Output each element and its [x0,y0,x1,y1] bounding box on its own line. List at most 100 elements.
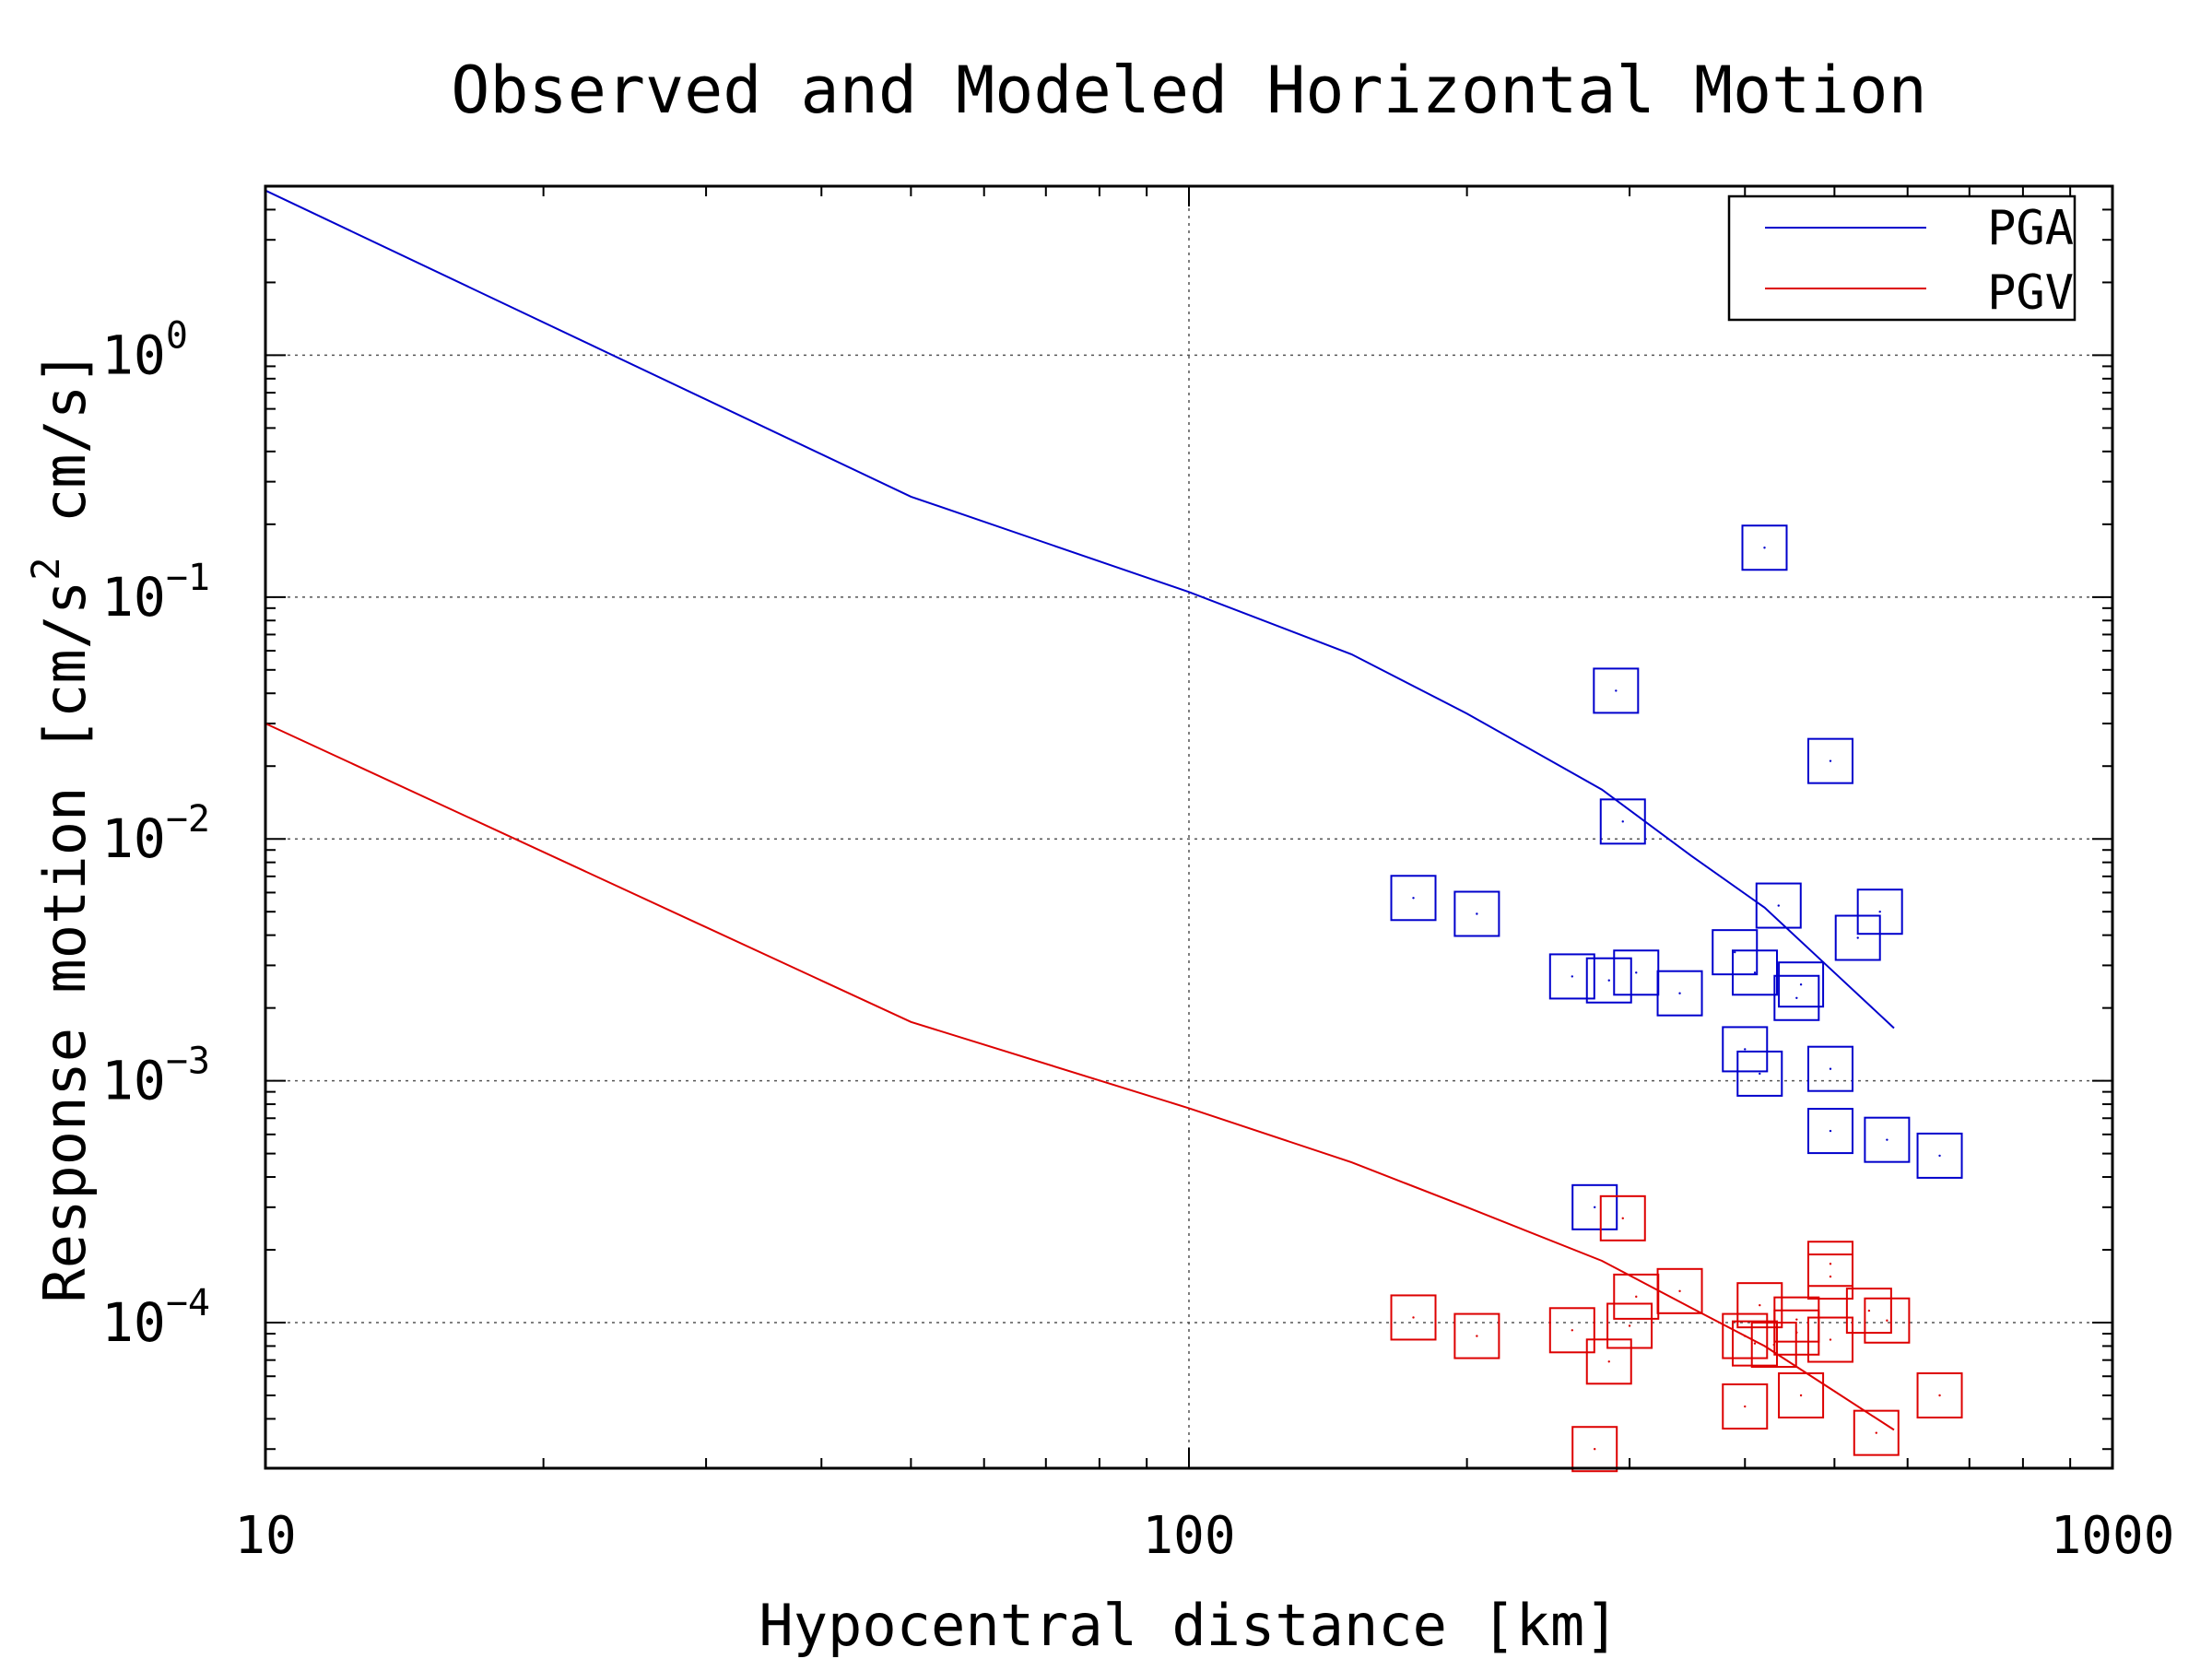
y-tick-label: 10−2 [101,798,210,870]
pgv-observation-marker [1732,1320,1779,1367]
pgv-observation-marker [1548,1307,1595,1354]
pgv-observation-dot [1795,1331,1798,1334]
pga-observation-marker [1736,1050,1783,1097]
pga-observation-dot [1938,1154,1941,1158]
pga-observation-marker [1806,737,1853,784]
pgv-observation-marker [1390,1294,1437,1341]
y-tick-label: 100 [101,314,188,386]
pgv-observation-dot [1476,1335,1478,1337]
y-tick-label: 10−4 [101,1282,210,1354]
x-tick-label: 1000 [2051,1506,2175,1566]
pgv-observation-marker [1736,1282,1783,1329]
pga-observation-marker [1453,890,1500,937]
pgv-observation-dot [1867,1309,1871,1312]
pga-observation-marker [1722,1026,1769,1073]
pgv-observation-marker [1864,1297,1911,1344]
pga-observation-dot [1799,982,1803,986]
pgv-observation-dot [1571,1329,1574,1332]
pga-observation-marker [1864,1116,1911,1163]
pgv-observation-dot [1594,1448,1596,1451]
pga-observation-dot [1734,950,1736,954]
pgv-observation-marker [1656,1267,1703,1314]
pgv-observation-dot [1744,1335,1747,1337]
pga-observation-marker [1548,953,1595,1000]
pga-observation-dot [1795,996,1798,999]
pga-observation-marker [1806,1045,1853,1092]
pga-observation-marker [1834,914,1881,961]
pga-observation-marker [1571,1183,1618,1230]
pga-observation-dot [1829,1129,1832,1133]
pga-observation-dot [1571,975,1574,978]
pgv-observation-dot [1621,1217,1624,1220]
pga-observation-dot [1886,1138,1888,1141]
x-tick-labels: 10 100 1000 [234,1506,2174,1566]
pgv-observation-marker [1722,1312,1769,1359]
pga-observation-dot [1829,759,1832,762]
pga-model-curve [265,189,1895,1030]
legend-pga-label: PGA [1987,201,2074,256]
pga-observation-dot [1678,992,1681,994]
pgv-observation-marker [1916,1372,1963,1419]
pgv-observation-marker [1853,1409,1900,1456]
pga-observation-marker [1773,974,1820,1021]
pgv-observation-marker [1773,1309,1820,1356]
pga-observation-marker [1755,882,1802,929]
pga-observation-dot [1856,936,1859,939]
y-tick-label: 10−3 [101,1041,210,1112]
pgv-observation-marker [1778,1372,1825,1419]
pga-observation-dot [1476,912,1478,915]
y-axis-label: Response motion [cm/s2 cm/s] [23,350,99,1302]
pgv-observation-dot [1829,1275,1832,1278]
pgv-observation-dot [1753,1342,1757,1345]
pga-series [265,189,1963,1230]
pga-observation-dot [1829,1067,1832,1070]
pgv-observation-dot [1412,1316,1415,1319]
pgv-observation-dot [1938,1394,1941,1397]
pga-observation-marker [1390,875,1437,922]
pgv-observation-marker [1845,1288,1892,1335]
pgv-observation-marker [1606,1302,1653,1349]
pga-observation-dot [1744,1048,1747,1051]
pga-observation-marker [1916,1132,1963,1179]
pga-observation-marker [1732,949,1779,996]
pga-observation-dot [1753,971,1757,974]
pgv-observation-dot [1875,1431,1877,1434]
pgv-observation-dot [1829,1263,1832,1265]
pga-observation-dot [1412,897,1415,900]
y-tick-labels: 100 10−1 10−2 10−3 10−4 [101,314,210,1354]
pga-observation-marker [1599,798,1646,845]
legend: PGA PGV [1727,194,2077,322]
y-tick-label: 10−1 [101,557,210,629]
pgv-observation-marker [1806,1316,1853,1363]
pgv-observation-dot [1799,1394,1803,1397]
pgv-observation-dot [1795,1318,1798,1321]
pga-observation-marker [1585,957,1632,1004]
pgv-observation-dot [1829,1338,1832,1341]
legend-pgv-label: PGV [1987,265,2074,321]
pga-observation-dot [1878,911,1881,913]
pgv-observation-dot [1744,1405,1747,1408]
pga-observation-dot [1615,689,1618,692]
pga-observation-dot [1635,971,1638,974]
pga-observation-dot [1607,979,1610,982]
plot-frame [264,184,2114,1470]
pgv-observation-dot [1628,1324,1631,1327]
pga-observation-dot [1594,1206,1596,1209]
pgv-observation-dot [1759,1303,1761,1307]
pga-observation-marker [1593,667,1640,714]
pgv-observation-marker [1722,1383,1769,1430]
pgv-observation-marker [1806,1253,1853,1300]
pgv-observation-dot [1886,1319,1888,1322]
grid-lines [265,186,2112,1468]
pga-observation-dot [1621,820,1624,823]
pga-observation-dot [1759,1072,1761,1076]
x-tick-label: 10 [234,1506,296,1566]
chart-title: Observed and Modeled Horizontal Motion [451,53,1926,128]
pgv-model-curve [265,723,1895,1431]
pgv-observation-dot [1678,1289,1681,1293]
x-tick-label: 100 [1142,1506,1235,1566]
pgv-observation-marker [1453,1312,1500,1359]
pgv-observation-marker [1599,1194,1646,1241]
legend-box [1727,194,2077,322]
